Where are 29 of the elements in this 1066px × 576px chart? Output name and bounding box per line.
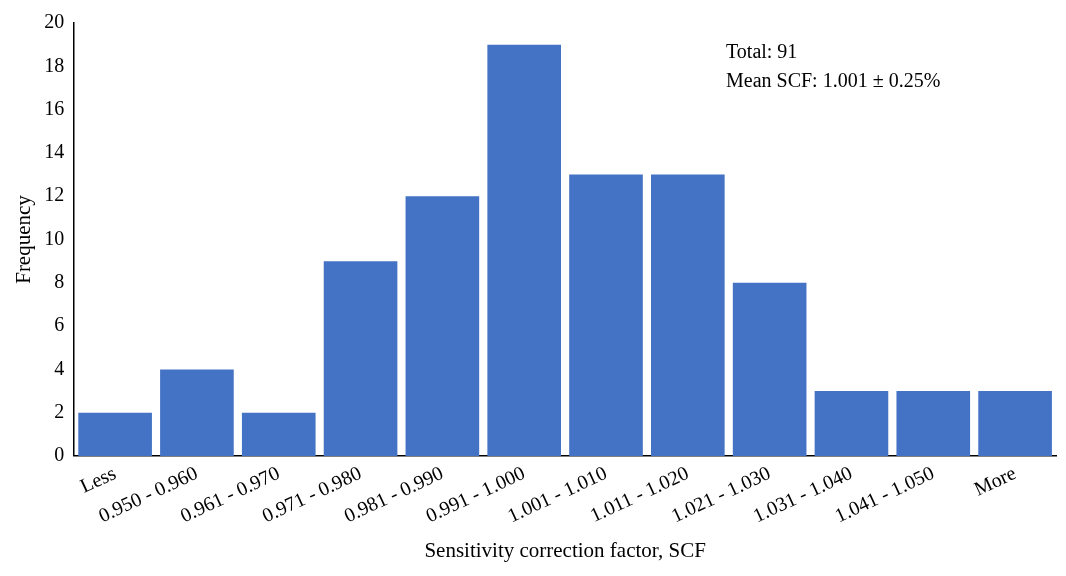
y-tick-label: 4 <box>54 356 65 379</box>
x-axis-title: Sensitivity correction factor, SCF <box>424 537 706 562</box>
x-tick-label: More <box>970 461 1020 500</box>
y-tick-label: 12 <box>44 183 65 206</box>
y-tick-label: 2 <box>54 399 65 422</box>
bar <box>814 391 889 456</box>
bar <box>487 44 562 456</box>
bar <box>405 196 480 456</box>
y-tick-label: 8 <box>54 270 65 293</box>
bar <box>78 412 152 456</box>
bar <box>241 412 316 456</box>
x-tick-label: Less <box>76 461 120 497</box>
y-axis-title: Frequency <box>11 194 36 284</box>
annotation: Total: 91 <box>726 40 798 63</box>
y-tick-label: 6 <box>54 313 65 336</box>
bar <box>732 282 807 456</box>
y-tick-label: 14 <box>44 140 65 163</box>
y-tick-label: 10 <box>44 226 65 249</box>
bar <box>978 391 1052 456</box>
bar <box>569 174 643 456</box>
bar <box>323 261 398 456</box>
annotation: Mean SCF: 1.001 ± 0.25% <box>726 69 941 92</box>
bar <box>896 391 971 456</box>
y-tick-label: 18 <box>44 53 65 76</box>
y-tick-label: 0 <box>54 443 65 466</box>
y-tick-label: 16 <box>44 96 65 119</box>
bar <box>160 369 234 456</box>
bar <box>651 174 725 456</box>
y-tick-label: 20 <box>44 10 65 33</box>
